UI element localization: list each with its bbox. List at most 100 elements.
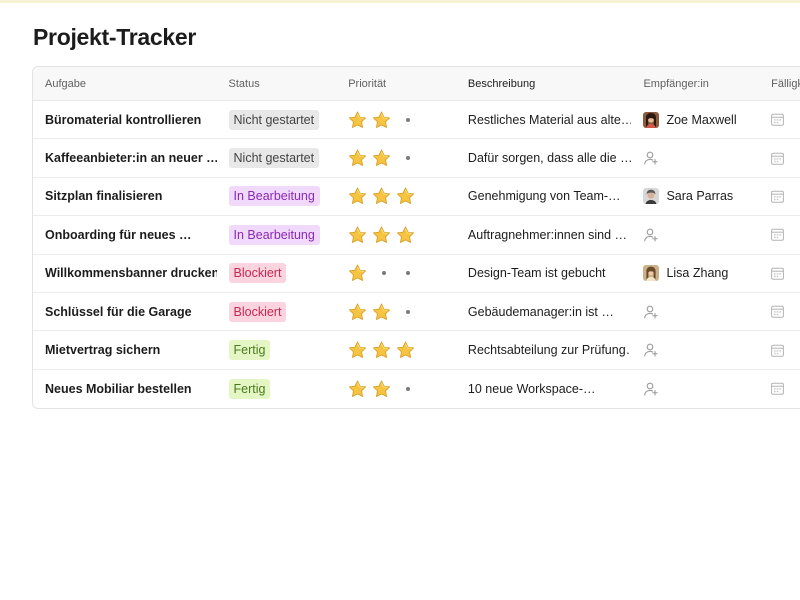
priority-cell[interactable] — [336, 379, 456, 399]
due-cell[interactable] — [751, 267, 800, 280]
priority-cell[interactable] — [336, 225, 456, 245]
description-cell[interactable]: Genehmigung von Team-… — [467, 189, 621, 204]
calendar-icon[interactable] — [771, 344, 785, 357]
status-badge: Fertig — [228, 340, 271, 361]
assignee-cell[interactable] — [631, 227, 751, 243]
table-row[interactable]: Schlüssel für die Garage Blockiert Gebäude… — [33, 293, 800, 332]
column-header-due[interactable]: Fälligkeit — [771, 77, 800, 90]
dot-icon — [372, 263, 396, 283]
star-icon — [372, 302, 396, 322]
due-cell[interactable] — [751, 382, 800, 396]
star-icon — [372, 148, 396, 168]
priority-cell[interactable] — [336, 340, 456, 360]
column-header-task[interactable]: Aufgabe — [45, 77, 86, 90]
star-icon — [372, 225, 396, 245]
task-name: Sitzplan finalisieren — [45, 189, 163, 204]
table-row[interactable]: Sitzplan finalisieren In Bearbeitung Geneh… — [33, 178, 800, 217]
calendar-icon[interactable] — [771, 152, 785, 165]
status-badge: Blockiert — [228, 263, 287, 284]
add-person-icon[interactable] — [643, 304, 659, 320]
add-person-icon[interactable] — [643, 381, 659, 397]
description-cell[interactable]: Rechtsabteilung zur Prüfung… — [467, 343, 632, 358]
assignee-cell[interactable] — [631, 381, 751, 397]
column-header-description[interactable]: Beschreibung — [467, 77, 536, 90]
status-cell[interactable]: Fertig — [217, 378, 337, 399]
due-cell[interactable] — [751, 190, 800, 203]
dot-icon — [396, 148, 420, 168]
assignee-name: Lisa Zhang — [666, 266, 729, 281]
due-cell[interactable] — [751, 305, 800, 318]
table-row[interactable]: Onboarding für neues … In Bearbeitung Auft… — [33, 216, 800, 255]
status-cell[interactable]: In Bearbeitung — [217, 224, 337, 245]
add-person-icon[interactable] — [643, 150, 659, 166]
task-cell[interactable]: Schlüssel für die Garage — [33, 305, 217, 319]
add-person-icon[interactable] — [643, 342, 659, 358]
task-name: Kaffeeanbieter:in an neuer … — [45, 151, 217, 166]
add-person-icon[interactable] — [643, 227, 659, 243]
star-icon — [348, 379, 372, 399]
calendar-icon[interactable] — [771, 267, 785, 280]
star-icon — [348, 263, 372, 283]
task-cell[interactable]: Onboarding für neues … — [33, 228, 217, 242]
calendar-icon[interactable] — [771, 382, 785, 396]
task-cell[interactable]: Willkommensbanner drucken — [33, 266, 217, 280]
task-cell[interactable]: Neues Mobiliar bestellen — [33, 382, 217, 396]
column-header-status[interactable]: Status — [228, 77, 260, 90]
star-icon — [348, 302, 372, 322]
avatar — [643, 265, 660, 282]
task-cell[interactable]: Sitzplan finalisieren — [33, 189, 217, 203]
description-cell[interactable]: Restliches Material aus alte… — [467, 112, 632, 127]
task-cell[interactable]: Büromaterial kontrollieren — [33, 113, 217, 127]
priority-cell[interactable] — [336, 263, 456, 283]
calendar-icon[interactable] — [771, 113, 785, 126]
assignee-cell[interactable]: Sara Parras — [631, 188, 751, 205]
assignee-cell[interactable] — [631, 304, 751, 320]
status-badge: Nicht gestartet — [228, 109, 320, 130]
star-icon — [396, 186, 420, 206]
star-icon — [372, 340, 396, 360]
task-cell[interactable]: Kaffeeanbieter:in an neuer … — [33, 151, 217, 165]
description-cell[interactable]: Design-Team ist gebucht — [467, 266, 606, 281]
assignee-cell[interactable] — [631, 342, 751, 358]
table-row[interactable]: Kaffeeanbieter:in an neuer … Nicht gestar… — [33, 139, 800, 178]
column-header-assignee[interactable]: Empfänger:in — [643, 77, 709, 90]
dot-icon — [396, 263, 420, 283]
calendar-icon[interactable] — [771, 190, 785, 203]
dot-icon — [396, 110, 420, 130]
assignee-cell[interactable] — [631, 150, 751, 166]
star-icon — [348, 110, 372, 130]
status-cell[interactable]: Blockiert — [217, 263, 337, 284]
due-cell[interactable] — [751, 344, 800, 357]
priority-cell[interactable] — [336, 110, 456, 130]
due-cell[interactable] — [751, 152, 800, 165]
table-row[interactable]: Neues Mobiliar bestellen Fertig 10 neue Wo… — [33, 370, 800, 408]
priority-cell[interactable] — [336, 148, 456, 168]
status-cell[interactable]: Nicht gestartet — [217, 109, 337, 130]
status-cell[interactable]: Nicht gestartet — [217, 148, 337, 169]
table-row[interactable]: Willkommensbanner drucken Blockiert Design… — [33, 255, 800, 293]
calendar-icon[interactable] — [771, 305, 785, 318]
due-cell[interactable] — [751, 228, 800, 242]
assignee-cell[interactable]: Lisa Zhang — [631, 265, 751, 282]
due-cell[interactable] — [751, 113, 800, 126]
description-cell[interactable]: Auftragnehmer:innen sind … — [467, 227, 628, 242]
assignee-cell[interactable]: Zoe Maxwell — [631, 111, 751, 128]
status-cell[interactable]: Blockiert — [217, 301, 337, 322]
assignee-name: Sara Parras — [666, 189, 734, 204]
column-header-priority[interactable]: Priorität — [348, 77, 387, 90]
status-cell[interactable]: Fertig — [217, 340, 337, 361]
star-icon — [348, 186, 372, 206]
dot-icon — [396, 379, 420, 399]
priority-cell[interactable] — [336, 302, 456, 322]
calendar-icon[interactable] — [771, 228, 785, 242]
description-cell[interactable]: Dafür sorgen, dass alle die … — [467, 151, 632, 166]
description-cell[interactable]: 10 neue Workspace-… — [467, 381, 596, 396]
table-row[interactable]: Büromaterial kontrollieren Nicht gestarte… — [33, 101, 800, 140]
table-row[interactable]: Mietvertrag sichern Fertig Rechtsabteilung… — [33, 331, 800, 370]
status-badge: Blockiert — [228, 301, 287, 322]
description-cell[interactable]: Gebäudemanager:in ist … — [467, 304, 614, 319]
status-cell[interactable]: In Bearbeitung — [217, 186, 337, 207]
task-cell[interactable]: Mietvertrag sichern — [33, 343, 217, 357]
priority-cell[interactable] — [336, 186, 456, 206]
